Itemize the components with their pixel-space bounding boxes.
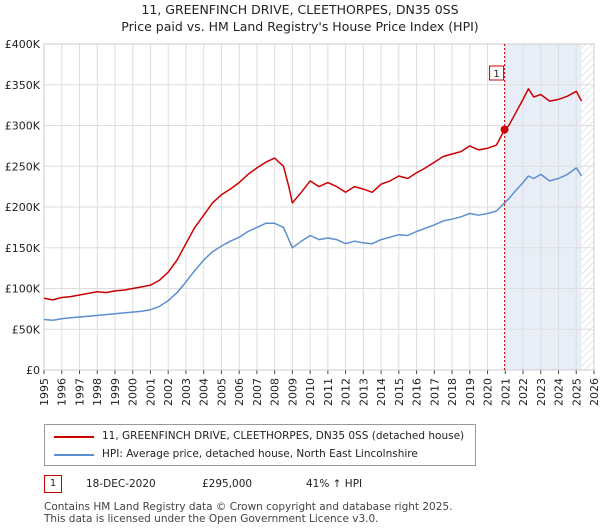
legend-item-property: 11, GREENFINCH DRIVE, CLEETHORPES, DN35 … <box>45 428 475 446</box>
legend-swatch-property <box>54 436 94 438</box>
x-tick-label: 2011 <box>322 378 335 406</box>
x-tick-label: 2020 <box>482 378 495 406</box>
x-tick-label: 2025 <box>570 378 583 406</box>
y-tick-label: £300K <box>5 120 41 133</box>
y-tick-label: £100K <box>5 283 41 296</box>
x-tick-label: 1998 <box>91 378 104 406</box>
x-tick-label: 2009 <box>286 378 299 406</box>
y-tick-label: £400K <box>5 38 41 51</box>
x-tick-label: 2010 <box>304 378 317 406</box>
x-tick-label: 2014 <box>375 378 388 406</box>
chart-legend: 11, GREENFINCH DRIVE, CLEETHORPES, DN35 … <box>44 424 476 466</box>
x-tick-label: 2015 <box>393 378 406 406</box>
chart-subtitle: Price paid vs. HM Land Registry's House … <box>121 19 479 34</box>
sale-hpi-change: 41% ↑ HPI <box>306 478 363 490</box>
y-tick-label: £200K <box>5 201 41 214</box>
footer-copyright: Contains HM Land Registry data © Crown c… <box>44 501 453 513</box>
x-tick-label: 2023 <box>535 378 548 406</box>
sale-date: 18-DEC-2020 <box>86 478 156 490</box>
x-tick-label: 1999 <box>109 378 122 406</box>
legend-item-hpi: HPI: Average price, detached house, Nort… <box>45 446 475 464</box>
x-tick-label: 1996 <box>56 378 69 406</box>
plot-frame <box>43 43 595 371</box>
sale-point <box>500 125 509 134</box>
x-tick-label: 2026 <box>588 378 600 406</box>
y-tick-label: £150K <box>5 242 41 255</box>
legend-label-hpi: HPI: Average price, detached house, Nort… <box>102 448 418 460</box>
x-tick-label: 2000 <box>127 378 140 406</box>
hpi-line <box>43 167 583 322</box>
sale-annotation-box <box>489 65 505 81</box>
y-tick-label: £50K <box>12 323 41 336</box>
legend-label-property: 11, GREENFINCH DRIVE, CLEETHORPES, DN35 … <box>102 430 465 442</box>
x-tick-label: 2006 <box>233 378 246 406</box>
x-tick-label: 2013 <box>357 378 370 406</box>
x-tick-label: 2019 <box>464 378 477 406</box>
price-chart: £0 £50K £100K £150K £200K £250K £300K £350K £400… <box>5 38 600 406</box>
x-tick-label: 2022 <box>517 378 530 406</box>
y-tick-label: £250K <box>5 160 41 173</box>
legend-swatch-hpi <box>54 454 94 456</box>
x-tick-label: 2002 <box>162 378 175 406</box>
x-tick-label: 2003 <box>180 378 193 406</box>
x-tick-label: 2016 <box>411 378 424 406</box>
sale-row: 1 18-DEC-2020 £295,000 41% ↑ HPI <box>44 475 600 495</box>
y-tick-label: £0 <box>26 364 40 377</box>
sale-annotation-label: 1 <box>493 69 499 80</box>
x-tick-label: 2017 <box>428 378 441 406</box>
x-tick-label: 2008 <box>269 378 282 406</box>
x-tick-label: 2004 <box>198 378 211 406</box>
x-tick-label: 2012 <box>340 378 353 406</box>
x-tick-label: 1995 <box>38 378 51 406</box>
x-tick-label: 2007 <box>251 378 264 406</box>
x-tick-label: 2018 <box>446 378 459 406</box>
x-tick-label: 2024 <box>553 378 566 406</box>
x-tick-label: 2005 <box>215 378 228 406</box>
chart-title: 11, GREENFINCH DRIVE, CLEETHORPES, DN35 … <box>141 2 459 17</box>
x-tick-label: 2001 <box>144 378 157 406</box>
x-tick-label: 2021 <box>499 378 512 406</box>
sale-badge: 1 <box>44 475 62 493</box>
y-tick-label: £350K <box>5 79 41 92</box>
footer-licence: This data is licensed under the Open Gov… <box>44 513 379 525</box>
sale-price: £295,000 <box>202 478 253 490</box>
x-tick-label: 1997 <box>73 378 86 406</box>
